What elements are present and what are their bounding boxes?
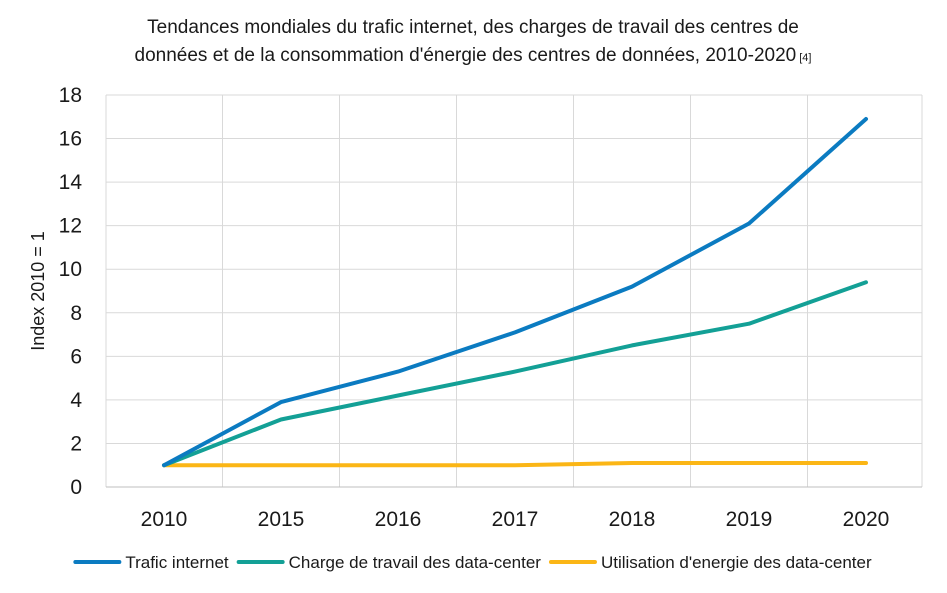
- chart-title: Tendances mondiales du trafic internet, …: [135, 17, 812, 66]
- legend-label-0: Trafic internet: [125, 553, 229, 572]
- x-tick-label-2: 2016: [375, 508, 422, 531]
- series-lines: [162, 117, 868, 468]
- chart-title-line-2-text: données et de la consommation d'énergie …: [135, 45, 797, 66]
- legend-item-1: Charge de travail des data-center: [236, 553, 542, 572]
- legend-item-0: Trafic internet: [73, 553, 229, 572]
- x-tick-label-1: 2015: [258, 508, 305, 531]
- legend-label-1: Charge de travail des data-center: [289, 553, 542, 572]
- y-tick-label-0: 0: [70, 476, 82, 499]
- y-tick-label-1: 2: [70, 432, 82, 455]
- series-line-2: [162, 461, 868, 468]
- y-tick-label-9: 18: [59, 84, 82, 107]
- legend: Trafic internet Charge de travail des dat…: [73, 553, 872, 572]
- y-tick-label-5: 10: [59, 258, 82, 281]
- chart-title-line-1: Tendances mondiales du trafic internet, …: [147, 17, 799, 38]
- gridlines: [105, 94, 923, 488]
- x-tick-label-5: 2019: [726, 508, 773, 531]
- y-tick-label-2: 4: [70, 389, 82, 412]
- x-tick-label-0: 2010: [141, 508, 188, 531]
- x-axis-ticks: 2010 2015 2016 2017 2018 2019 2020: [141, 508, 890, 531]
- y-tick-label-6: 12: [59, 215, 82, 238]
- x-tick-label-3: 2017: [492, 508, 539, 531]
- y-tick-label-3: 6: [70, 345, 82, 368]
- chart-title-reference: [4]: [799, 52, 811, 64]
- series-line-0: [162, 117, 868, 468]
- x-tick-label-6: 2020: [843, 508, 890, 531]
- legend-item-2: Utilisation d'energie des data-center: [548, 553, 872, 572]
- legend-label-2: Utilisation d'energie des data-center: [601, 553, 872, 572]
- y-axis-ticks: 0 2 4 6 8 10 12 14 16 18: [59, 84, 83, 499]
- y-tick-label-4: 8: [70, 302, 82, 325]
- chart-title-line-2: données et de la consommation d'énergie …: [135, 45, 812, 66]
- y-tick-label-7: 14: [59, 171, 83, 194]
- series-line-1: [162, 280, 868, 468]
- y-axis-label: Index 2010 = 1: [28, 231, 48, 351]
- x-tick-label-4: 2018: [609, 508, 656, 531]
- y-tick-label-8: 16: [59, 128, 82, 151]
